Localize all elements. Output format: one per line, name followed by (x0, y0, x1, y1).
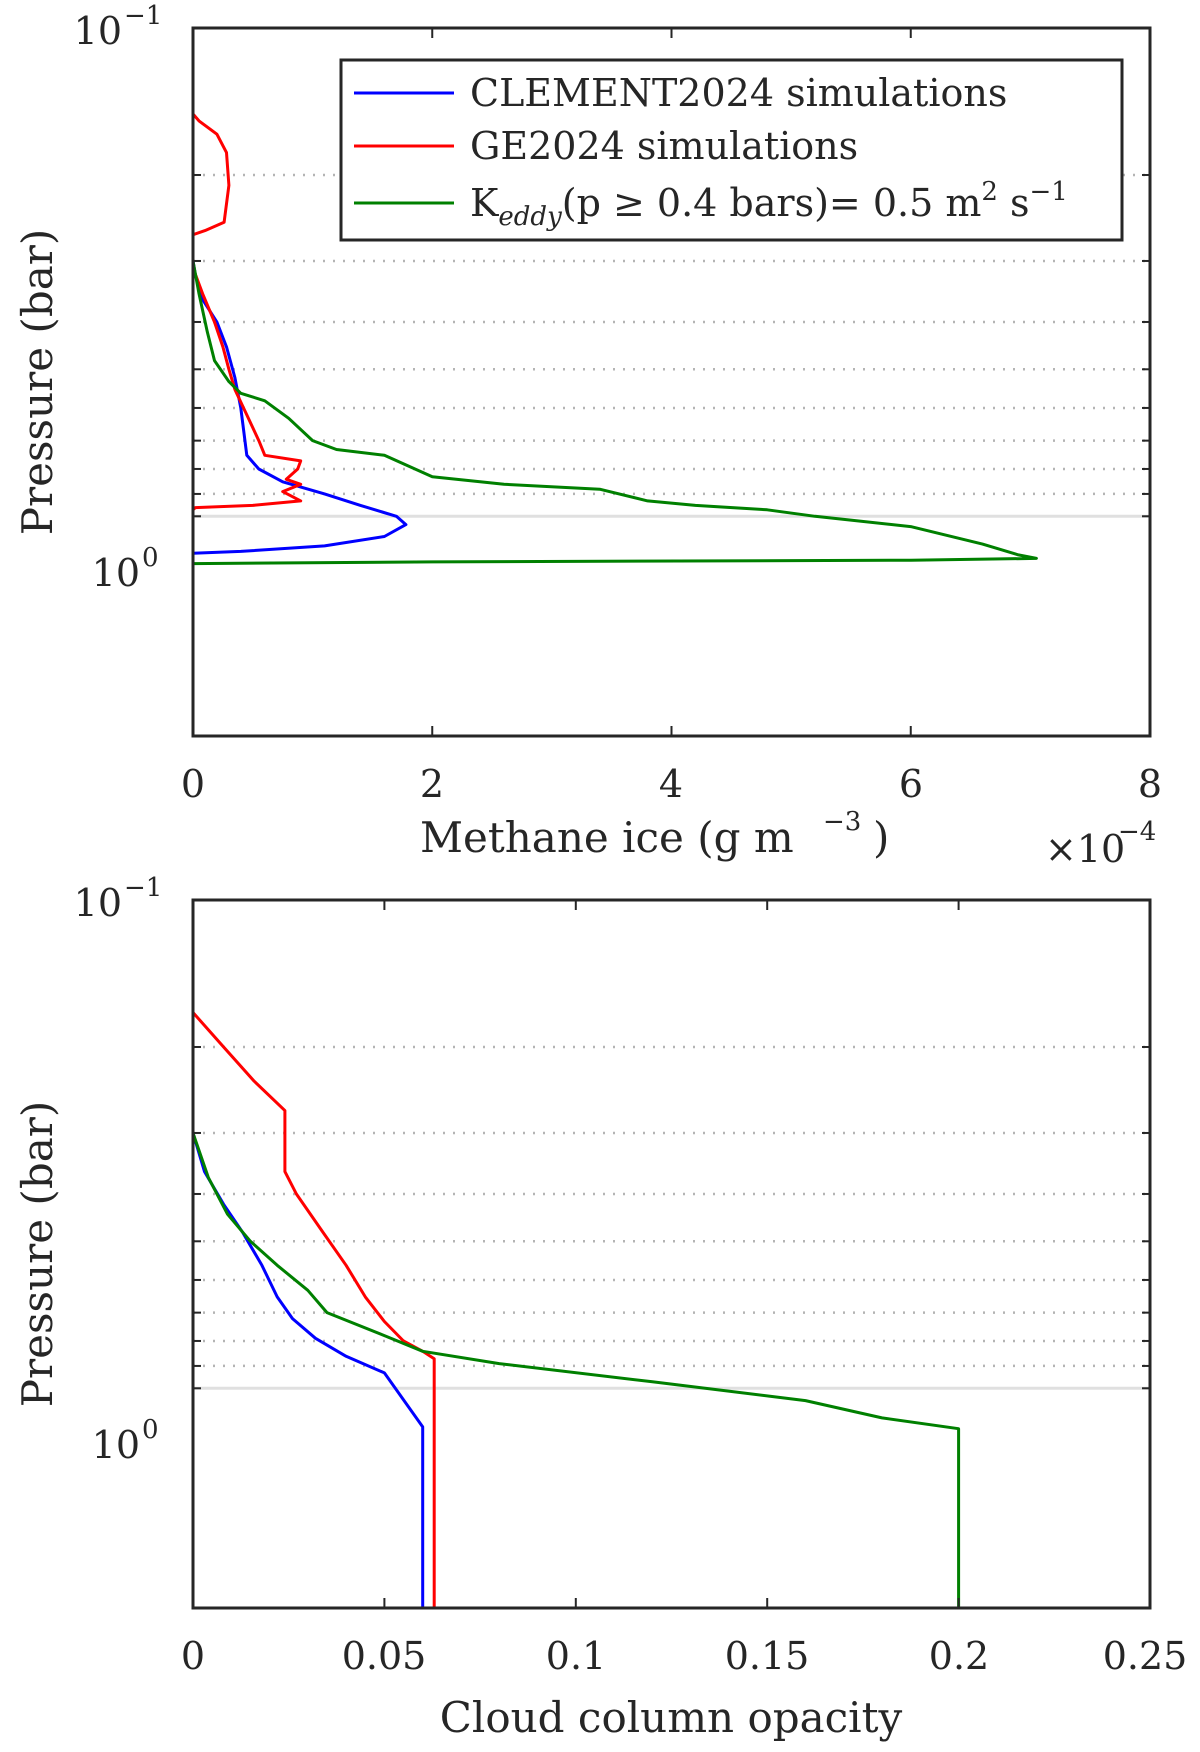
bottom-ytick-exp-1: 0 (142, 1415, 159, 1445)
top-x-multiplier: ×10 (1045, 827, 1125, 871)
bottom-xtick-label: 0 (181, 1634, 205, 1678)
bottom-ytick-label-1: 10 (92, 1423, 140, 1467)
legend-label-keddy: Keddy(p ≥ 0.4 bars)= 0.5 m2 s−1 (470, 177, 1068, 232)
bottom-ticks (192, 900, 1151, 1608)
bottom-x-axis-label: Cloud column opacity (440, 1693, 903, 1742)
bottom-ytick-exp-0: −1 (124, 873, 162, 903)
legend-label-ge: GE2024 simulations (470, 124, 858, 168)
series-line-keddy (193, 28, 1038, 735)
bottom-grid (193, 1045, 1150, 1390)
bottom-plot-frame (191, 898, 1152, 1610)
series-line-clement2024-simulations (193, 900, 425, 1607)
top-x-multiplier-exp: −4 (1118, 817, 1156, 847)
bottom-xtick-label: 0.15 (725, 1634, 810, 1678)
bottom-series-group (193, 900, 961, 1607)
series-line-ge2024-simulations (193, 28, 303, 735)
bottom-y-axis-label: Pressure (bar) (13, 1101, 62, 1407)
bottom-xtick-label: 0.05 (342, 1634, 427, 1678)
bottom-xtick-label: 0.25 (1103, 1634, 1188, 1678)
top-x-axis-label: Methane ice (g m (420, 813, 794, 862)
series-line-keddy (193, 900, 961, 1607)
legend-box (339, 58, 1124, 242)
legend-label-clement: CLEMENT2024 simulations (470, 71, 1007, 115)
top-xtick-label: 6 (899, 762, 923, 806)
top-xtick-label: 4 (659, 762, 683, 806)
top-xtick-label: 8 (1138, 762, 1162, 806)
top-xtick-label: 0 (181, 762, 205, 806)
top-ytick-label-1: 10 (92, 551, 140, 595)
top-x-axis-label-close: ) (873, 813, 889, 862)
top-xtick-label: 2 (420, 762, 444, 806)
series-line-clement2024-simulations (193, 28, 408, 735)
bottom-plot-background (193, 900, 1150, 1608)
top-ytick-label-0: 10 (74, 9, 122, 53)
top-ticks (192, 28, 1151, 736)
bottom-xtick-label: 0.2 (929, 1634, 989, 1678)
bottom-xtick-label: 0.1 (546, 1634, 606, 1678)
top-ytick-exp-1: 0 (142, 543, 159, 573)
bottom-ytick-label-0: 10 (74, 881, 122, 925)
legend: CLEMENT2024 simulations GE2024 simulatio… (339, 58, 1124, 242)
top-ytick-exp-0: −1 (124, 1, 162, 31)
top-series-group (193, 28, 1038, 735)
top-y-axis-label: Pressure (bar) (13, 229, 62, 535)
top-grid (193, 173, 1150, 518)
bottom-panel: 10 −1 10 0 0 0.05 0.1 0.15 0.2 0.25 Clou… (13, 873, 1187, 1742)
top-x-axis-label-sup: −3 (823, 807, 861, 837)
top-panel: 10 −1 10 0 0 2 4 6 8 ×10 −4 Methane ice … (13, 1, 1162, 871)
